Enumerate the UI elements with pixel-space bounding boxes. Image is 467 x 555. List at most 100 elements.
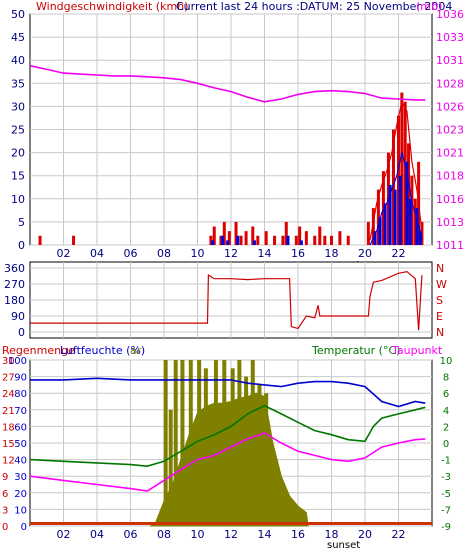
humidity-y-tick: 30 [14, 472, 27, 483]
wind-bar [251, 226, 255, 245]
wind-bar [239, 235, 243, 245]
wind-bar [294, 235, 298, 245]
gust-bar [398, 175, 402, 245]
weather-x-tick: 10 [191, 528, 205, 541]
wind-bar [413, 198, 417, 245]
gust-bar [383, 203, 387, 245]
pressure-y-tick: 1026 [436, 100, 464, 113]
wind-bar [391, 129, 395, 245]
humidity-y-tick: 20 [14, 489, 27, 500]
wind-lines [29, 64, 426, 246]
wind-bar [381, 171, 385, 245]
weather-x-tick: 20 [358, 528, 372, 541]
wind-bar [72, 235, 76, 245]
rain-label: Regenmenge [2, 344, 75, 357]
direction-y-tick: 360 [4, 262, 25, 275]
direction-compass-tick: N [436, 262, 444, 275]
temperature-y-tick: -1 [441, 456, 451, 467]
temperature-label: Temperatur (°C) [311, 344, 400, 357]
weather-lines [29, 377, 426, 492]
humidity-axis: 0 10 20 30 40 50 60 70 80 90 100 [8, 356, 27, 533]
gust-bar [408, 198, 412, 245]
wind-bar [400, 92, 404, 245]
wind-x-tick: 18 [325, 247, 339, 260]
temperature-y-tick: -3 [441, 472, 451, 483]
rain-baseline [30, 522, 432, 525]
humidity-label: Luftfeuchte (%) [60, 344, 145, 357]
wind-bar [264, 231, 268, 245]
rain-y-tick: 12 [2, 456, 15, 467]
wind-y-tick: 25 [11, 124, 25, 137]
wind-line [369, 100, 423, 241]
rain-spike [188, 360, 193, 526]
wind-bar [304, 231, 308, 245]
weather-x-tick: 08 [157, 528, 171, 541]
chart-subtitle: Current last 24 hours :DATUM: 25 Novembe… [176, 0, 452, 13]
pressure-line [29, 64, 426, 103]
pressure-y-tick: 1036 [436, 8, 464, 21]
wind-bar [338, 231, 342, 245]
temperature-y-tick: 2 [443, 422, 449, 433]
pressure-y-tick: 1023 [436, 124, 464, 137]
wind-bar [366, 221, 370, 245]
pressure-y-tick: 1013 [436, 216, 464, 229]
dewpoint-label: Taupunkt [391, 344, 443, 357]
wind-title: Windgeschwindigkeit (kmh) [36, 0, 188, 13]
wind-bar [318, 226, 322, 245]
wind-y-tick: 5 [18, 216, 25, 229]
temperature-y-tick: 0 [443, 439, 449, 450]
wind-bar [323, 235, 327, 245]
pressure-right-axis: 1011 1013 1016 1018 1021 1023 1026 1028 1031 1033… [436, 8, 464, 252]
rain-spike [244, 376, 249, 526]
wind-x-tick: 08 [157, 247, 171, 260]
humidity-y-tick: 10 [14, 505, 27, 516]
wind-y-tick: 0 [18, 239, 25, 252]
wind-bar [281, 235, 285, 245]
wind-y-tick: 35 [11, 77, 25, 90]
rain-spike [257, 384, 262, 526]
wind-x-tick: 12 [224, 247, 238, 260]
rain-y-tick: 30 [2, 356, 15, 367]
gust-bar [418, 231, 422, 245]
wind-y-tick: 20 [11, 147, 25, 160]
wind-bar [212, 226, 216, 245]
weather-x-tick: 12 [224, 528, 238, 541]
wind-bar [407, 143, 411, 245]
weather-x-tick: 14 [258, 528, 272, 541]
wind-bar [420, 221, 424, 245]
direction-y-tick: 270 [4, 278, 25, 291]
wind-bar [227, 231, 231, 245]
weather-x-tick: 02 [57, 528, 71, 541]
gust-bar [252, 240, 256, 245]
temperature-axis: -9 -7 -5 -3 -1 0 2 4 6 8 10 [440, 356, 453, 533]
wind-x-tick: 10 [191, 247, 205, 260]
humidity-y-tick: 70 [14, 406, 27, 417]
rain-y-tick: 3 [2, 505, 8, 516]
rain-spike [168, 409, 173, 526]
rain-y-tick: 6 [2, 489, 8, 500]
direction-y-tick: 0 [18, 326, 25, 339]
gust-bar [373, 231, 377, 245]
wind-bar [256, 235, 260, 245]
humidity-y-tick: 90 [14, 373, 27, 384]
gust-bar [405, 161, 409, 245]
rain-spike [197, 360, 202, 526]
wind-bar [298, 226, 302, 245]
wind-bar [376, 189, 380, 245]
temperature-y-tick: -7 [441, 505, 451, 516]
sunset-label-3: sunset [327, 540, 360, 551]
direction-left-axis: 0 90 180 270 360 [4, 262, 25, 339]
wind-x-tick: 14 [258, 247, 272, 260]
humidity-y-tick: 40 [14, 456, 27, 467]
pressure-y-tick: 1018 [436, 170, 464, 183]
wind-y-tick: 30 [11, 100, 25, 113]
direction-compass-tick: W [436, 278, 447, 291]
rain-spike [180, 360, 185, 526]
pressure-y-tick: 1031 [436, 54, 464, 67]
dewpoint-line [29, 432, 426, 492]
rain-y-tick: 24 [2, 389, 15, 400]
